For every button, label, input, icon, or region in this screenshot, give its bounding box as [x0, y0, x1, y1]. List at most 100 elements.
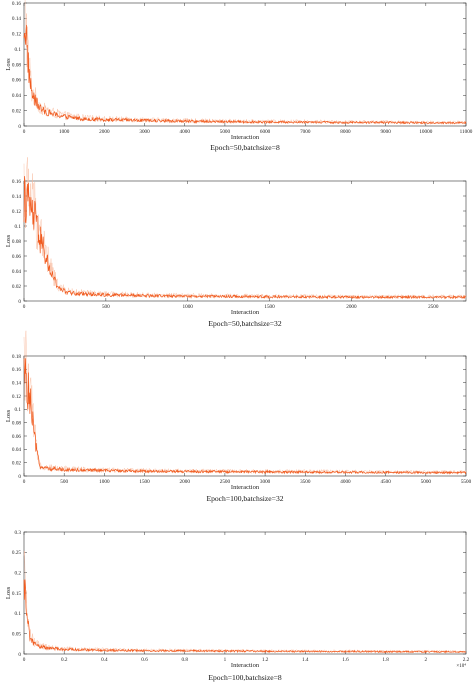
plot-area [23, 355, 467, 477]
series-line [23, 358, 467, 475]
x-tick-label: 0 [23, 304, 26, 310]
y-tick-label: 0.16 [12, 367, 21, 373]
y-tick-label: 0.06 [12, 254, 21, 260]
y-tick-label: 0.08 [12, 62, 21, 68]
chart-panel-1: 0 0.02 0.04 0.06 0.08 0.1 0.12 0.14 0.16 1000 2000… [5, 0, 473, 152]
x-tick-label: 1.2 [262, 657, 269, 663]
y-axis-label: Loss [5, 234, 12, 247]
x-tick-label: 3500 [300, 479, 311, 485]
plot-area [23, 180, 467, 302]
x-tick-label: 1000 [99, 479, 110, 485]
x-tick-label: 500 [60, 479, 68, 485]
x-tick-label: 2000 [346, 304, 357, 310]
x-tick-label: 2 [425, 657, 428, 663]
y-tick-label: 0.16 [12, 179, 21, 185]
x-tick-label: 2000 [180, 479, 191, 485]
y-tick-label: 0.02 [12, 460, 21, 466]
series-line [23, 24, 467, 125]
x-tick-label: 500 [102, 304, 110, 310]
x-tick-label: 1.4 [302, 657, 309, 663]
x-tick-label: 2.2 [463, 657, 470, 663]
x-axis-multiplier: ×10⁴ [456, 663, 466, 669]
x-tick-label: 5500 [461, 479, 472, 485]
x-tick-label: 1000 [59, 129, 70, 135]
y-tick-label: 0.1 [15, 611, 22, 617]
x-tick-label: 4000 [340, 479, 351, 485]
x-tick-label: 3000 [260, 479, 271, 485]
chart-title: Epoch=100,batchsize=32 [206, 494, 283, 503]
x-axis-label: Interaction [231, 484, 260, 491]
chart-panel-2: 0 0.02 0.04 0.06 0.08 0.1 0.12 0.14 0.16 500 1000 1… [5, 157, 467, 328]
x-tick-label: 1500 [264, 304, 275, 310]
x-axis-label: Interaction [231, 309, 260, 316]
y-axis-label: Loss [5, 58, 12, 71]
x-tick-label: 4500 [380, 479, 391, 485]
y-tick-label: 0.14 [12, 380, 21, 386]
x-tick-label: 6000 [260, 129, 271, 135]
chart-title: Epoch=50,batchsize=8 [210, 143, 280, 152]
x-tick-label: 5000 [421, 479, 432, 485]
x-tick-label: 0 [23, 479, 26, 485]
y-tick-label: 0.1 [15, 224, 22, 230]
x-tick-label: 7000 [300, 129, 311, 135]
y-tick-label: 0.15 [12, 591, 21, 597]
y-tick-label: 0.3 [15, 530, 22, 536]
y-tick-label: 0 [18, 124, 21, 130]
x-tick-label: 8000 [340, 129, 351, 135]
y-tick-label: 0.04 [12, 93, 21, 99]
x-tick-label: 5000 [220, 129, 231, 135]
x-tick-label: 9000 [380, 129, 391, 135]
x-tick-label: 1.8 [382, 657, 389, 663]
chart-panel-3: 0 0.02 0.04 0.06 0.08 0.1 0.12 0.14 0.16 0.18 500 1… [5, 330, 472, 503]
chart-title: Epoch=100,batchsize=8 [208, 673, 282, 682]
y-axis-label: Loss [5, 586, 12, 599]
x-tick-label: 2000 [99, 129, 110, 135]
x-tick-label: 1000 [183, 304, 194, 310]
y-tick-label: 0.04 [12, 269, 21, 275]
series-line [23, 579, 467, 654]
y-tick-label: 0.04 [12, 447, 21, 453]
x-tick-label: 0.8 [181, 657, 188, 663]
x-tick-label: 0 [23, 657, 26, 663]
x-tick-label: 2500 [220, 479, 231, 485]
y-axis-label: Loss [5, 409, 12, 422]
y-tick-label: 0.08 [12, 239, 21, 245]
x-tick-label: 1500 [139, 479, 150, 485]
y-tick-label: 0.02 [12, 284, 21, 290]
y-tick-label: 0.25 [12, 550, 21, 556]
y-tick-label: 0.1 [15, 407, 22, 413]
x-tick-label: 1 [224, 657, 227, 663]
x-tick-label: 11000 [460, 129, 473, 135]
y-tick-label: 0.16 [12, 1, 21, 7]
y-tick-label: 0.18 [12, 354, 21, 360]
x-tick-label: 1.6 [342, 657, 349, 663]
x-axis-label: Interaction [231, 134, 260, 141]
chart-title: Epoch=50,batchsize=32 [208, 319, 282, 328]
x-tick-label: 3000 [139, 129, 150, 135]
y-tick-label: 0.12 [12, 394, 21, 400]
y-tick-label: 0.14 [12, 16, 21, 22]
plot-area [23, 2, 467, 127]
x-tick-label: 2500 [428, 304, 439, 310]
y-tick-label: 0.2 [15, 570, 22, 576]
series-line [23, 176, 467, 300]
y-tick-label: 0.02 [12, 108, 21, 114]
x-tick-label: 10000 [419, 129, 432, 135]
y-tick-label: 0 [18, 299, 21, 305]
y-tick-label: 0.08 [12, 420, 21, 426]
x-tick-label: 0 [23, 129, 26, 135]
chart-panel-4: 0 0.05 0.1 0.15 0.2 0.25 0.3 0.2 0.4 0.6 0.8 1 1.2 1.… [5, 530, 470, 682]
y-tick-label: 0.06 [12, 78, 21, 84]
x-tick-label: 0.4 [101, 657, 108, 663]
x-tick-label: 0.2 [61, 657, 68, 663]
x-axis-label: Interaction [231, 662, 260, 669]
plot-area [23, 531, 467, 655]
y-tick-label: 0.06 [12, 434, 21, 440]
x-tick-label: 0.6 [141, 657, 148, 663]
y-tick-label: 0.05 [12, 631, 21, 637]
y-tick-label: 0.12 [12, 32, 21, 38]
y-tick-label: 0 [18, 474, 21, 480]
x-tick-label: 4000 [180, 129, 191, 135]
y-tick-label: 0 [18, 652, 21, 658]
